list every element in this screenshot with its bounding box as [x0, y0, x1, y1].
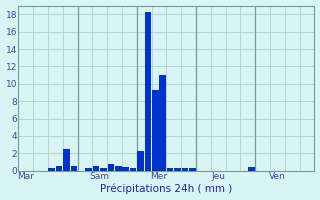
Bar	[123, 167, 129, 171]
Bar	[174, 168, 181, 171]
Bar	[248, 167, 255, 171]
Bar	[159, 75, 166, 171]
Bar	[56, 166, 62, 171]
Bar	[108, 164, 114, 171]
Bar	[71, 166, 77, 171]
Bar	[100, 168, 107, 171]
Bar	[93, 166, 100, 171]
Bar	[152, 90, 159, 171]
Bar	[137, 151, 144, 171]
X-axis label: Précipitations 24h ( mm ): Précipitations 24h ( mm )	[100, 184, 233, 194]
Bar	[145, 12, 151, 171]
Bar	[189, 168, 196, 171]
Bar	[63, 149, 70, 171]
Bar	[167, 168, 173, 171]
Bar	[48, 168, 55, 171]
Bar	[130, 168, 136, 171]
Bar	[182, 168, 188, 171]
Bar	[115, 166, 122, 171]
Bar	[85, 168, 92, 171]
